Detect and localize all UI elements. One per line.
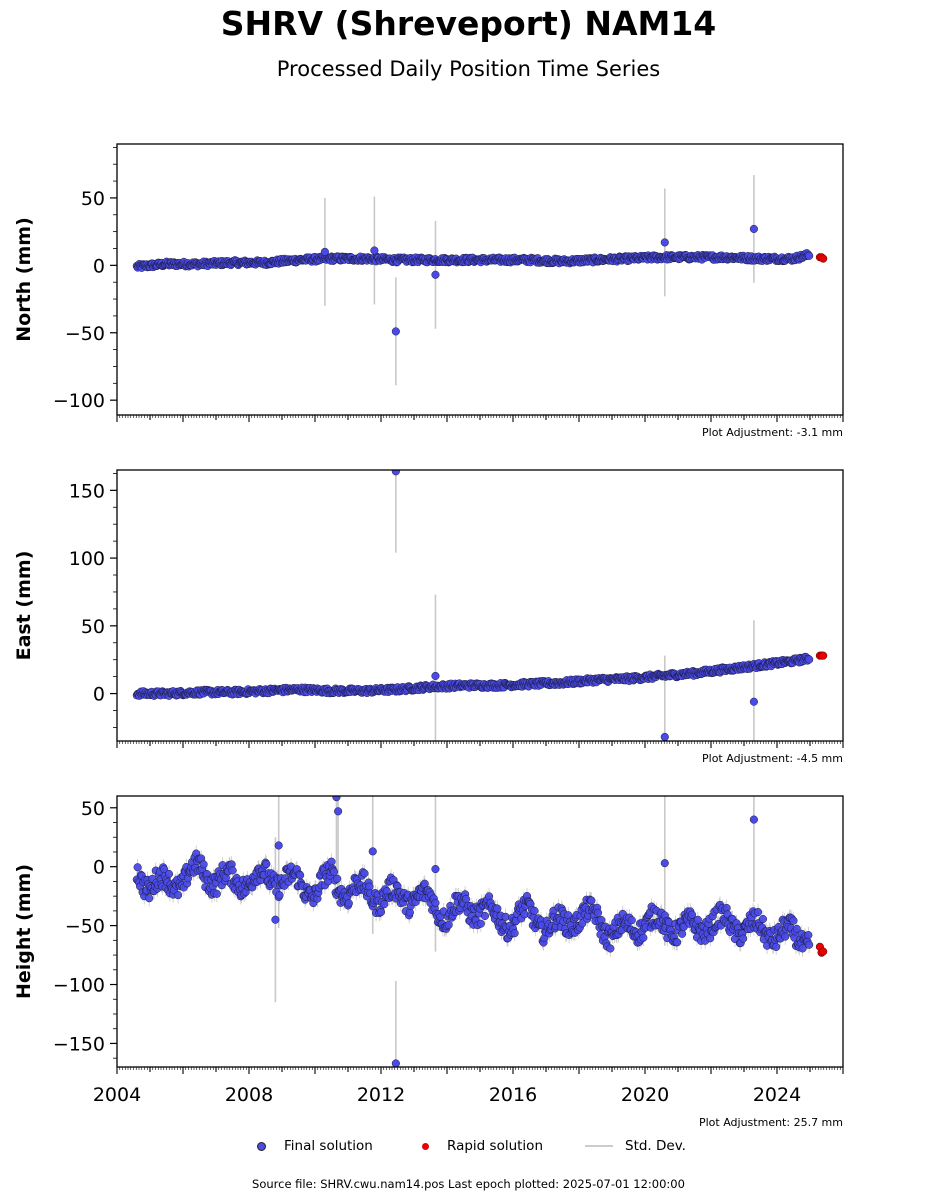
y-tick-label: 150	[69, 480, 105, 502]
chart-subtitle: Processed Daily Position Time Series	[276, 57, 661, 81]
final-point	[329, 867, 339, 876]
final-point	[360, 869, 369, 878]
outlier-point	[660, 238, 669, 247]
plot-adjustment: Plot Adjustment: -3.1 mm	[702, 426, 843, 439]
rapid-point	[819, 651, 828, 660]
outlier-point	[391, 470, 400, 476]
plot-area	[132, 175, 828, 386]
outlier-point	[660, 732, 669, 741]
final-point	[376, 908, 386, 917]
rapid-point	[819, 254, 828, 263]
final-point	[174, 891, 183, 900]
outlier-point	[749, 697, 758, 706]
plot-area	[132, 470, 828, 741]
final-point	[805, 655, 814, 664]
final-point	[805, 251, 814, 260]
chart-title: SHRV (Shreveport) NAM14	[220, 4, 717, 43]
outlier-point	[431, 671, 440, 681]
plot-area	[132, 796, 828, 1067]
outlier-point	[749, 224, 758, 233]
y-tick-label: 50	[81, 616, 105, 638]
outlier-point	[431, 270, 440, 279]
y-tick-label: −100	[53, 390, 105, 412]
y-tick-label: −50	[65, 323, 105, 345]
outlier-point	[370, 246, 379, 255]
final-point	[133, 863, 142, 872]
final-point	[212, 889, 221, 898]
final-point	[344, 899, 353, 908]
outlier-point	[391, 327, 400, 336]
axes-frame	[116, 143, 844, 416]
panel-1: −100 −50 0 50 North (mm) Plot Adjustment: -3.…	[13, 143, 844, 439]
y-tick-label: 50	[81, 188, 105, 210]
y-axis-label: North (mm)	[13, 217, 35, 342]
final-point	[296, 871, 305, 880]
y-tick-label: 100	[69, 548, 105, 570]
outlier-point	[320, 247, 329, 256]
y-tick-label: 0	[93, 255, 105, 277]
plot-adjustment: Plot Adjustment: -4.5 mm	[702, 752, 843, 765]
final-point	[228, 866, 237, 875]
final-point	[365, 882, 374, 891]
y-axis-label: East (mm)	[13, 551, 35, 661]
final-point	[333, 874, 342, 883]
final-point	[164, 869, 174, 879]
final-point	[327, 857, 336, 866]
final-point	[199, 860, 208, 869]
panel-2: 0 50 100 150 East (mm) Plot Adjustment: -4.5 …	[13, 469, 844, 765]
y-tick-label: 0	[93, 684, 105, 706]
final-point	[262, 859, 271, 869]
axes-frame	[116, 469, 844, 742]
final-point	[275, 891, 284, 900]
final-point	[145, 894, 154, 903]
